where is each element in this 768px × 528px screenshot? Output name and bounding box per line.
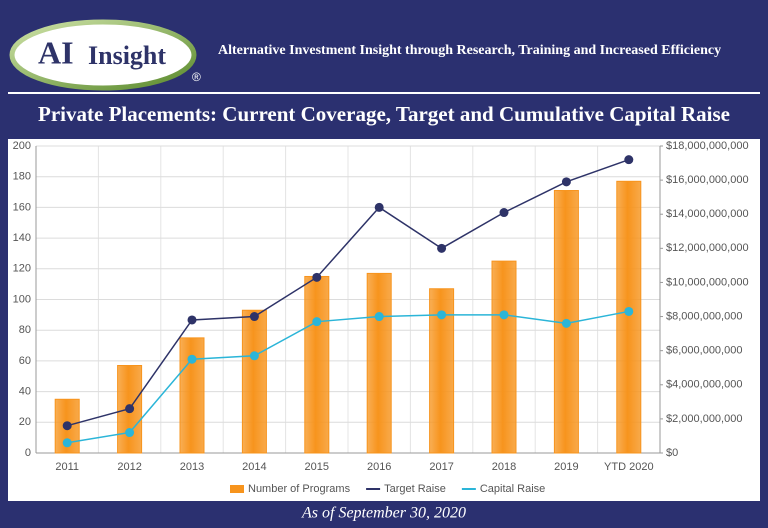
bar (304, 275, 330, 454)
x-tick-label: YTD 2020 (604, 461, 654, 473)
y2-tick-label: $10,000,000,000 (666, 276, 749, 288)
x-tick-label: 2013 (180, 461, 204, 473)
x-tick-label: 2015 (305, 461, 329, 473)
y2-tick-label: $12,000,000,000 (666, 242, 749, 254)
bar (366, 272, 392, 454)
bar (241, 309, 267, 454)
point (561, 318, 571, 328)
point (249, 351, 259, 361)
legend-label: Number of Programs (248, 483, 351, 495)
y2-tick-label: $6,000,000,000 (666, 345, 742, 357)
logo-insight: Insight (88, 41, 166, 70)
legend-swatch (230, 485, 244, 493)
line (67, 310, 629, 444)
y-tick-label: 100 (13, 293, 31, 305)
point (624, 155, 634, 165)
y-tick-label: 120 (13, 263, 31, 275)
y-tick-label: 20 (19, 416, 31, 428)
logo-mark: ® (192, 70, 201, 84)
y-tick-label: 200 (13, 140, 31, 152)
x-tick-label: 2014 (242, 461, 266, 473)
y2-tick-label: $16,000,000,000 (666, 174, 749, 186)
chart-title: Private Placements: Current Coverage, Ta… (38, 102, 730, 126)
point (499, 310, 509, 320)
point (374, 202, 384, 212)
footer: As of September 30, 2020 (301, 505, 466, 522)
x-tick-label: 2017 (429, 461, 453, 473)
y2-tick-label: $18,000,000,000 (666, 140, 749, 152)
y2-tick-label: $4,000,000,000 (666, 379, 742, 391)
point (187, 354, 197, 364)
y-tick-label: 160 (13, 201, 31, 213)
point (437, 243, 447, 253)
point (125, 428, 135, 438)
y-tick-label: 140 (13, 232, 31, 244)
x-tick-label: 2016 (367, 461, 391, 473)
point (312, 272, 322, 282)
x-tick-label: 2018 (492, 461, 516, 473)
y2-tick-label: $14,000,000,000 (666, 208, 749, 220)
y2-tick-label: $0 (666, 447, 678, 459)
y-tick-label: 40 (19, 386, 31, 398)
point (624, 306, 634, 316)
point (374, 312, 384, 322)
point (187, 315, 197, 325)
y-tick-label: 0 (25, 447, 31, 459)
line (67, 158, 630, 427)
bar (616, 180, 642, 454)
point (62, 438, 72, 448)
point (125, 404, 135, 414)
point (561, 177, 571, 187)
legend-label: Capital Raise (480, 483, 545, 495)
y2-tick-label: $8,000,000,000 (666, 310, 742, 322)
bar (491, 260, 517, 454)
x-tick-label: 2019 (554, 461, 578, 473)
point (249, 312, 259, 322)
tagline: Alternative Investment Insight through R… (218, 43, 721, 58)
legend-label: Target Raise (384, 483, 446, 495)
point (62, 421, 72, 431)
y-tick-label: 80 (19, 324, 31, 336)
logo-ai: AI (38, 34, 74, 70)
point (312, 317, 322, 327)
logo (9, 19, 197, 91)
x-tick-label: 2012 (117, 461, 141, 473)
x-tick-label: 2011 (55, 461, 79, 473)
y-tick-label: 60 (19, 355, 31, 367)
y2-tick-label: $2,000,000,000 (666, 413, 742, 425)
y-tick-label: 180 (13, 171, 31, 183)
point (499, 208, 509, 218)
point (437, 310, 447, 320)
